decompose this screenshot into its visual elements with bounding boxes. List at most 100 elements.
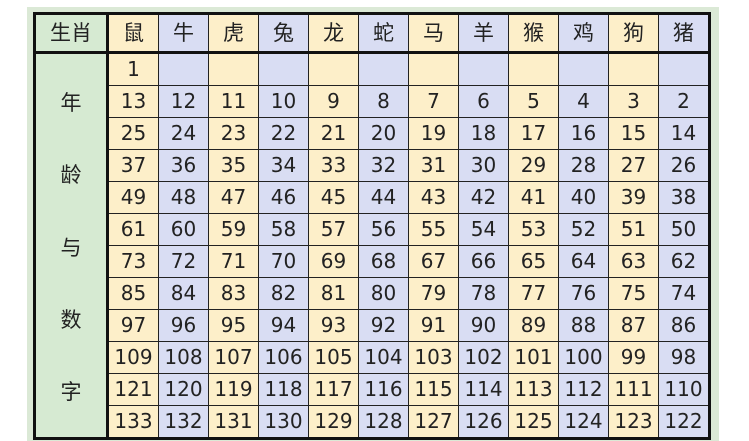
- age-cell: 114: [458, 373, 509, 406]
- age-cell: 67: [408, 245, 459, 278]
- age-cell: [408, 52, 459, 86]
- age-cell: 85: [107, 277, 159, 310]
- age-cell: 47: [208, 181, 259, 214]
- age-cell: 83: [208, 277, 259, 310]
- age-cell: 118: [258, 373, 309, 406]
- side-label-char: 与: [60, 235, 82, 260]
- age-cell: 81: [308, 277, 359, 310]
- age-cell: 69: [308, 245, 359, 278]
- table-row: 25 24 23 22 21 20 19 18 17 16 15 14: [35, 117, 710, 150]
- age-cell: 36: [158, 149, 209, 182]
- age-cell: [308, 52, 359, 86]
- age-cell: 125: [508, 405, 559, 439]
- age-cell: 76: [558, 277, 609, 310]
- age-cell: 87: [608, 309, 659, 342]
- zodiac-header: 龙: [308, 13, 359, 54]
- table-row: 73 72 71 70 69 68 67 66 65 64 63 62: [35, 245, 710, 278]
- age-cell: [208, 52, 259, 86]
- age-cell: 116: [358, 373, 409, 406]
- age-cell: 73: [107, 245, 159, 278]
- age-cell: [558, 52, 609, 86]
- table-row: 49 48 47 46 45 44 43 42 41 40 39 38: [35, 181, 710, 214]
- age-cell: 9: [308, 85, 359, 118]
- age-cell: 126: [458, 405, 509, 439]
- zodiac-header: 兔: [258, 13, 309, 54]
- table-row: 97 96 95 94 93 92 91 90 89 88 87 86: [35, 309, 710, 342]
- age-cell: 52: [558, 213, 609, 246]
- age-cell: 40: [558, 181, 609, 214]
- zodiac-header: 羊: [458, 13, 509, 54]
- age-cell: 103: [408, 341, 459, 374]
- age-cell: 39: [608, 181, 659, 214]
- age-cell: 104: [358, 341, 409, 374]
- age-cell: 78: [458, 277, 509, 310]
- age-cell: 96: [158, 309, 209, 342]
- age-cell: 14: [658, 117, 710, 150]
- age-cell: 120: [158, 373, 209, 406]
- age-cell: 66: [458, 245, 509, 278]
- side-label: 年龄与数字: [34, 52, 109, 439]
- age-cell: 29: [508, 149, 559, 182]
- age-cell: 5: [508, 85, 559, 118]
- age-cell: 68: [358, 245, 409, 278]
- table-row: 13 12 11 10 9 8 7 6 5 4 3 2: [35, 85, 710, 118]
- age-cell: 54: [458, 213, 509, 246]
- zodiac-age-table: 生肖鼠牛虎兔龙蛇马羊猴鸡狗猪年龄与数字 1 13 12 11 10 9 8 7 6 5 4 3 2 25 24…: [33, 12, 711, 440]
- table-row: 133 132 131 130 129 128 127 126 125 124 123 122: [35, 405, 710, 439]
- age-cell: [258, 52, 309, 86]
- age-cell: 62: [658, 245, 710, 278]
- age-cell: 50: [658, 213, 710, 246]
- age-cell: 61: [107, 213, 159, 246]
- age-cell: 34: [258, 149, 309, 182]
- age-cell: 11: [208, 85, 259, 118]
- age-cell: 117: [308, 373, 359, 406]
- age-cell: 101: [508, 341, 559, 374]
- age-cell: 18: [458, 117, 509, 150]
- age-cell: 105: [308, 341, 359, 374]
- age-cell: 15: [608, 117, 659, 150]
- zodiac-header: 猴: [508, 13, 559, 54]
- age-cell: 43: [408, 181, 459, 214]
- age-cell: 131: [208, 405, 259, 439]
- age-cell: 77: [508, 277, 559, 310]
- age-cell: 111: [608, 373, 659, 406]
- age-cell: 21: [308, 117, 359, 150]
- age-cell: 84: [158, 277, 209, 310]
- age-cell: 127: [408, 405, 459, 439]
- age-cell: 89: [508, 309, 559, 342]
- age-cell: 109: [107, 341, 159, 374]
- zodiac-header: 鼠: [107, 13, 159, 54]
- age-cell: 44: [358, 181, 409, 214]
- age-cell: 94: [258, 309, 309, 342]
- header-row: 生肖鼠牛虎兔龙蛇马羊猴鸡狗猪: [34, 13, 710, 54]
- age-cell: 59: [208, 213, 259, 246]
- zodiac-header: 虎: [208, 13, 259, 54]
- age-cell: 106: [258, 341, 309, 374]
- zodiac-header: 马: [408, 13, 459, 54]
- age-cell: 32: [358, 149, 409, 182]
- age-cell: [508, 52, 559, 86]
- age-cell: 124: [558, 405, 609, 439]
- age-cell: 12: [158, 85, 209, 118]
- age-cell: 37: [107, 149, 159, 182]
- age-cell: 26: [658, 149, 710, 182]
- age-cell: 45: [308, 181, 359, 214]
- age-cell: 2: [658, 85, 710, 118]
- age-cell: 72: [158, 245, 209, 278]
- age-cell: 108: [158, 341, 209, 374]
- age-cell: 75: [608, 277, 659, 310]
- age-cell: 19: [408, 117, 459, 150]
- age-cell: 22: [258, 117, 309, 150]
- age-cell: 128: [358, 405, 409, 439]
- age-cell: 64: [558, 245, 609, 278]
- age-cell: 132: [158, 405, 209, 439]
- side-label-char: 数: [60, 307, 82, 332]
- age-cell: 79: [408, 277, 459, 310]
- age-cell: 70: [258, 245, 309, 278]
- age-cell: 63: [608, 245, 659, 278]
- side-label-char: 龄: [60, 163, 82, 188]
- age-cell: 100: [558, 341, 609, 374]
- age-cell: 1: [107, 52, 159, 86]
- age-cell: 121: [107, 373, 159, 406]
